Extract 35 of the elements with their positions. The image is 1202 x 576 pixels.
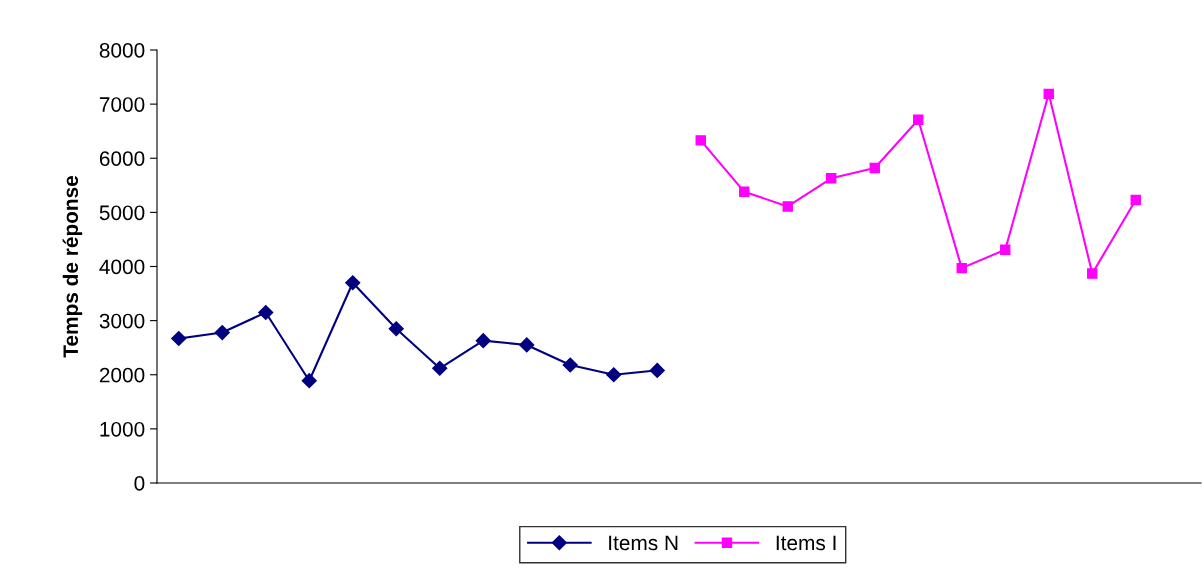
point — [869, 162, 880, 174]
y-tick-label: 5000 — [99, 205, 145, 221]
legend-label: Items I — [776, 535, 836, 551]
point — [695, 135, 706, 146]
point — [1130, 194, 1141, 206]
y-tick-label: 1000 — [100, 421, 145, 437]
y-tick-label: 2000 — [99, 367, 145, 383]
point — [258, 304, 274, 321]
point — [345, 275, 361, 291]
point — [1087, 268, 1098, 279]
point — [739, 186, 750, 198]
point — [826, 173, 837, 184]
point — [432, 360, 448, 376]
point — [214, 324, 230, 341]
y-tick-label: 0 — [134, 476, 145, 491]
point — [782, 201, 793, 212]
y-tick-label: 7000 — [99, 97, 145, 112]
point — [606, 367, 622, 383]
point — [171, 330, 187, 347]
y-tick-label: 3000 — [99, 313, 145, 329]
y-tick-label: 8000 — [99, 43, 145, 58]
point — [913, 114, 924, 126]
point — [388, 321, 404, 337]
point — [562, 357, 578, 373]
y-axis-title: Temps de réponse — [62, 175, 83, 358]
point — [1000, 244, 1011, 255]
point — [649, 362, 665, 378]
point — [301, 373, 317, 389]
y-tick-label: 6000 — [99, 151, 145, 166]
legend-label: Items N — [609, 535, 678, 551]
point — [1043, 88, 1054, 100]
y-tick-label: 4000 — [99, 259, 145, 275]
point — [956, 262, 967, 274]
point — [475, 333, 491, 349]
point — [519, 337, 535, 353]
